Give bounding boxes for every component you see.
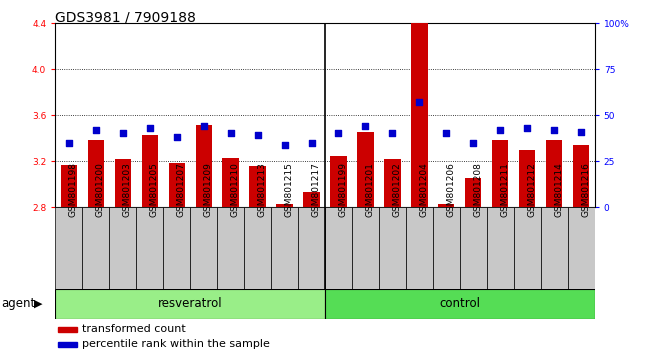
Bar [438, 204, 454, 207]
Text: GSM801217: GSM801217 [311, 162, 320, 217]
Text: GSM801198: GSM801198 [69, 162, 78, 217]
Point [198, 123, 209, 129]
Bar [250, 166, 266, 207]
Text: GSM801208: GSM801208 [473, 162, 482, 217]
Bar [142, 135, 158, 207]
Bar [433, 207, 460, 289]
Point [468, 140, 478, 145]
Point [144, 125, 155, 131]
Point [172, 134, 182, 140]
Bar [271, 207, 298, 289]
Text: ▶: ▶ [34, 298, 42, 309]
Bar [168, 163, 185, 207]
Bar [460, 207, 487, 289]
Text: percentile rank within the sample: percentile rank within the sample [82, 339, 270, 349]
Bar [519, 150, 536, 207]
Bar [573, 145, 590, 207]
Point [387, 131, 398, 136]
Bar [541, 207, 568, 289]
Text: GSM801211: GSM801211 [500, 162, 510, 217]
Bar [55, 207, 83, 289]
Text: GSM801209: GSM801209 [203, 162, 213, 217]
Text: GSM801215: GSM801215 [285, 162, 294, 217]
Point [576, 129, 586, 135]
Bar [406, 207, 433, 289]
Text: GSM801210: GSM801210 [231, 162, 240, 217]
Text: GSM801216: GSM801216 [581, 162, 590, 217]
Bar [114, 159, 131, 207]
Text: transformed count: transformed count [82, 324, 186, 335]
Bar [352, 207, 379, 289]
Bar [487, 207, 514, 289]
Bar [82, 207, 109, 289]
Point [522, 125, 532, 131]
Point [90, 127, 101, 133]
Point [118, 131, 128, 136]
Point [549, 127, 560, 133]
Point [226, 131, 236, 136]
Text: GSM801214: GSM801214 [554, 162, 564, 217]
Text: GSM801200: GSM801200 [96, 162, 105, 217]
Point [333, 131, 344, 136]
Bar [384, 159, 400, 207]
Bar [276, 204, 292, 207]
Text: agent: agent [1, 297, 36, 310]
Text: resveratrol: resveratrol [158, 297, 222, 310]
Text: GDS3981 / 7909188: GDS3981 / 7909188 [55, 11, 196, 25]
Point [306, 140, 317, 145]
Bar [88, 141, 104, 207]
Bar [330, 156, 346, 207]
Bar [244, 207, 271, 289]
Point [360, 123, 370, 129]
Bar [358, 132, 374, 207]
Bar [546, 141, 562, 207]
Text: GSM801205: GSM801205 [150, 162, 159, 217]
Text: GSM801203: GSM801203 [123, 162, 132, 217]
Bar [109, 207, 136, 289]
Point [252, 132, 263, 138]
Bar [379, 207, 406, 289]
Bar [514, 207, 541, 289]
Point [414, 99, 424, 105]
Bar [163, 207, 190, 289]
Text: GSM801201: GSM801201 [365, 162, 374, 217]
Bar [325, 207, 352, 289]
Bar [411, 23, 428, 207]
Bar [568, 207, 595, 289]
Bar [55, 289, 325, 319]
Text: GSM801212: GSM801212 [527, 162, 536, 217]
Bar [58, 327, 77, 332]
Point [64, 140, 74, 145]
Bar [222, 158, 239, 207]
Text: control: control [439, 297, 480, 310]
Point [495, 127, 506, 133]
Point [280, 142, 290, 147]
Point [441, 131, 452, 136]
Bar [304, 192, 320, 207]
Bar [58, 342, 77, 347]
Bar [465, 178, 482, 207]
Text: GSM801207: GSM801207 [177, 162, 186, 217]
Bar [298, 207, 325, 289]
Bar [217, 207, 244, 289]
Text: GSM801199: GSM801199 [339, 162, 348, 217]
Text: GSM801202: GSM801202 [393, 162, 402, 217]
Text: GSM801206: GSM801206 [447, 162, 456, 217]
Bar [325, 289, 595, 319]
Bar [60, 165, 77, 207]
Text: GSM801204: GSM801204 [419, 162, 428, 217]
Bar [492, 141, 508, 207]
Bar [196, 125, 212, 207]
Text: GSM801213: GSM801213 [257, 162, 266, 217]
Bar [136, 207, 163, 289]
Bar [190, 207, 217, 289]
